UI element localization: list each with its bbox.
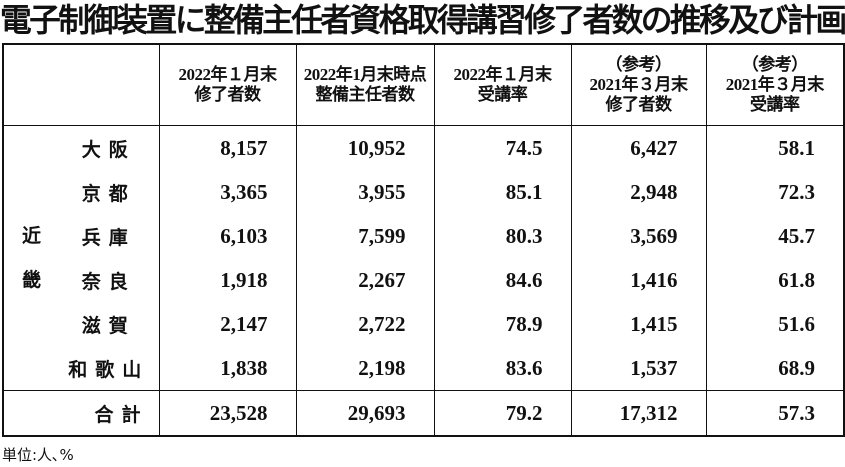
value-cell: 23,528: [158, 390, 297, 437]
value-cell: 61.8: [705, 258, 845, 302]
value-cell: 8,157: [158, 125, 297, 170]
value-cell: 7,599: [295, 214, 435, 258]
column-header: （参考） 2021年３月末 修了者数: [570, 43, 707, 126]
prefecture-cell: 奈良: [59, 258, 160, 302]
table-row: 滋賀 2,147 2,722 78.9 1,415 51.6: [3, 302, 845, 346]
value-cell: 1,416: [570, 258, 707, 302]
column-header-line: 受講率: [750, 95, 800, 114]
prefecture-cell: 合計: [2, 390, 160, 437]
column-header-line: （参考）: [741, 55, 808, 74]
value-cell: 29,693: [295, 390, 435, 437]
value-cell: 17,312: [570, 390, 707, 437]
column-header: 2022年１月末 修了者数: [158, 43, 297, 126]
table-row: 和歌山 1,838 2,198 83.6 1,537 68.9: [3, 346, 845, 391]
table-row: 兵庫 6,103 7,599 80.3 3,569 45.7: [3, 214, 845, 258]
column-header-line: 2022年１月末: [178, 65, 278, 84]
value-cell: 79.2: [433, 390, 572, 437]
region-char: 畿: [21, 269, 41, 291]
column-header-line: （参考）: [605, 55, 673, 74]
value-cell: 1,537: [570, 346, 707, 391]
table-row: 奈良 1,918 2,267 84.6 1,416 61.8: [3, 258, 845, 302]
value-cell: 74.5: [433, 125, 572, 170]
column-header: 2022年1月末時点 整備主任者数: [295, 43, 435, 126]
unit-note: 単位:人､%: [2, 446, 74, 464]
value-cell: 2,722: [295, 302, 435, 346]
value-cell: 3,955: [295, 170, 435, 214]
value-cell: 57.3: [705, 390, 845, 437]
value-cell: 45.7: [705, 214, 845, 258]
prefecture-cell: 和歌山: [59, 346, 160, 391]
value-cell: 3,365: [158, 170, 297, 214]
column-header-line: 2022年1月末時点: [303, 65, 427, 84]
value-cell: 51.6: [705, 302, 845, 346]
value-cell: 3,569: [570, 214, 707, 258]
value-cell: 83.6: [433, 346, 572, 391]
column-header-line: 受講率: [477, 85, 528, 104]
region-cell: 近畿: [2, 125, 59, 391]
value-cell: 72.3: [705, 170, 845, 214]
value-cell: 78.9: [433, 302, 572, 346]
column-header-line: 整備主任者数: [315, 85, 416, 104]
table-title: 電子制御装置に整備主任者資格取得講習修了者数の推移及び計画: [0, 1, 845, 39]
column-header-line: 修了者数: [605, 95, 673, 114]
value-cell: 68.9: [705, 346, 845, 391]
prefecture-cell: 京都: [59, 170, 160, 214]
value-cell: 2,948: [570, 170, 707, 214]
value-cell: 1,918: [158, 258, 297, 302]
prefecture-cell: 兵庫: [59, 214, 160, 258]
value-cell: 2,198: [295, 346, 435, 391]
value-cell: 1,838: [158, 346, 297, 391]
value-cell: 2,267: [295, 258, 435, 302]
prefecture-cell: 滋賀: [59, 302, 160, 346]
value-cell: 58.1: [705, 125, 845, 170]
column-header-line: 修了者数: [194, 85, 262, 104]
header-row: 2022年１月末 修了者数 2022年1月末時点 整備主任者数 2022年１月末 受講率（…: [2, 43, 845, 126]
column-header-line: 2021年３月末: [589, 75, 689, 94]
table-row: 近畿大阪 8,157 10,952 74.5 6,427 58.1: [2, 125, 845, 391]
value-cell: 84.6: [433, 258, 572, 302]
value-cell: 10,952: [295, 125, 435, 170]
region-char: 近: [21, 225, 41, 247]
data-table: 2022年１月末 修了者数 2022年1月末時点 整備主任者数 2022年１月末 受講率（…: [2, 43, 845, 437]
column-header-line: 2021年３月末: [725, 75, 824, 94]
prefecture-cell: 大阪: [59, 125, 160, 170]
value-cell: 85.1: [433, 170, 572, 214]
column-header: 2022年１月末 受講率: [433, 43, 572, 126]
table-row: 京都 3,365 3,955 85.1 2,948 72.3: [3, 170, 845, 214]
total-row: 合計 23,528 29,693 79.2 17,312 57.3: [2, 390, 845, 437]
column-header-line: 2022年１月末: [453, 65, 553, 84]
value-cell: 1,415: [570, 302, 707, 346]
column-header: （参考） 2021年３月末 受講率: [705, 43, 845, 126]
value-cell: 80.3: [433, 214, 572, 258]
value-cell: 2,147: [158, 302, 297, 346]
header-corner: [2, 43, 160, 126]
value-cell: 6,427: [570, 125, 707, 170]
value-cell: 6,103: [158, 214, 297, 258]
